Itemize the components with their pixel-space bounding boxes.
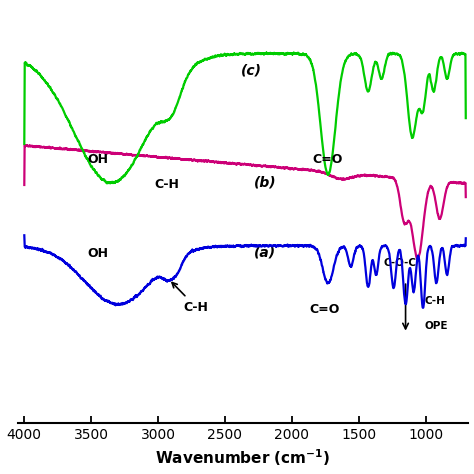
- Text: OH: OH: [87, 247, 108, 260]
- Text: C-H: C-H: [154, 178, 179, 191]
- Text: C=O: C=O: [309, 302, 340, 316]
- Text: OH: OH: [87, 153, 108, 166]
- Text: (b): (b): [255, 175, 277, 189]
- Text: C-H: C-H: [172, 283, 209, 313]
- Text: (c): (c): [241, 64, 262, 77]
- Text: C=O: C=O: [312, 153, 342, 166]
- Text: OPE: OPE: [425, 321, 448, 331]
- Text: C-H: C-H: [425, 296, 446, 306]
- Text: C-O-C: C-O-C: [383, 257, 416, 268]
- Text: (a): (a): [255, 245, 276, 259]
- X-axis label: $\mathbf{Wavenumber\ (cm^{-1})}$: $\mathbf{Wavenumber\ (cm^{-1})}$: [155, 448, 331, 468]
